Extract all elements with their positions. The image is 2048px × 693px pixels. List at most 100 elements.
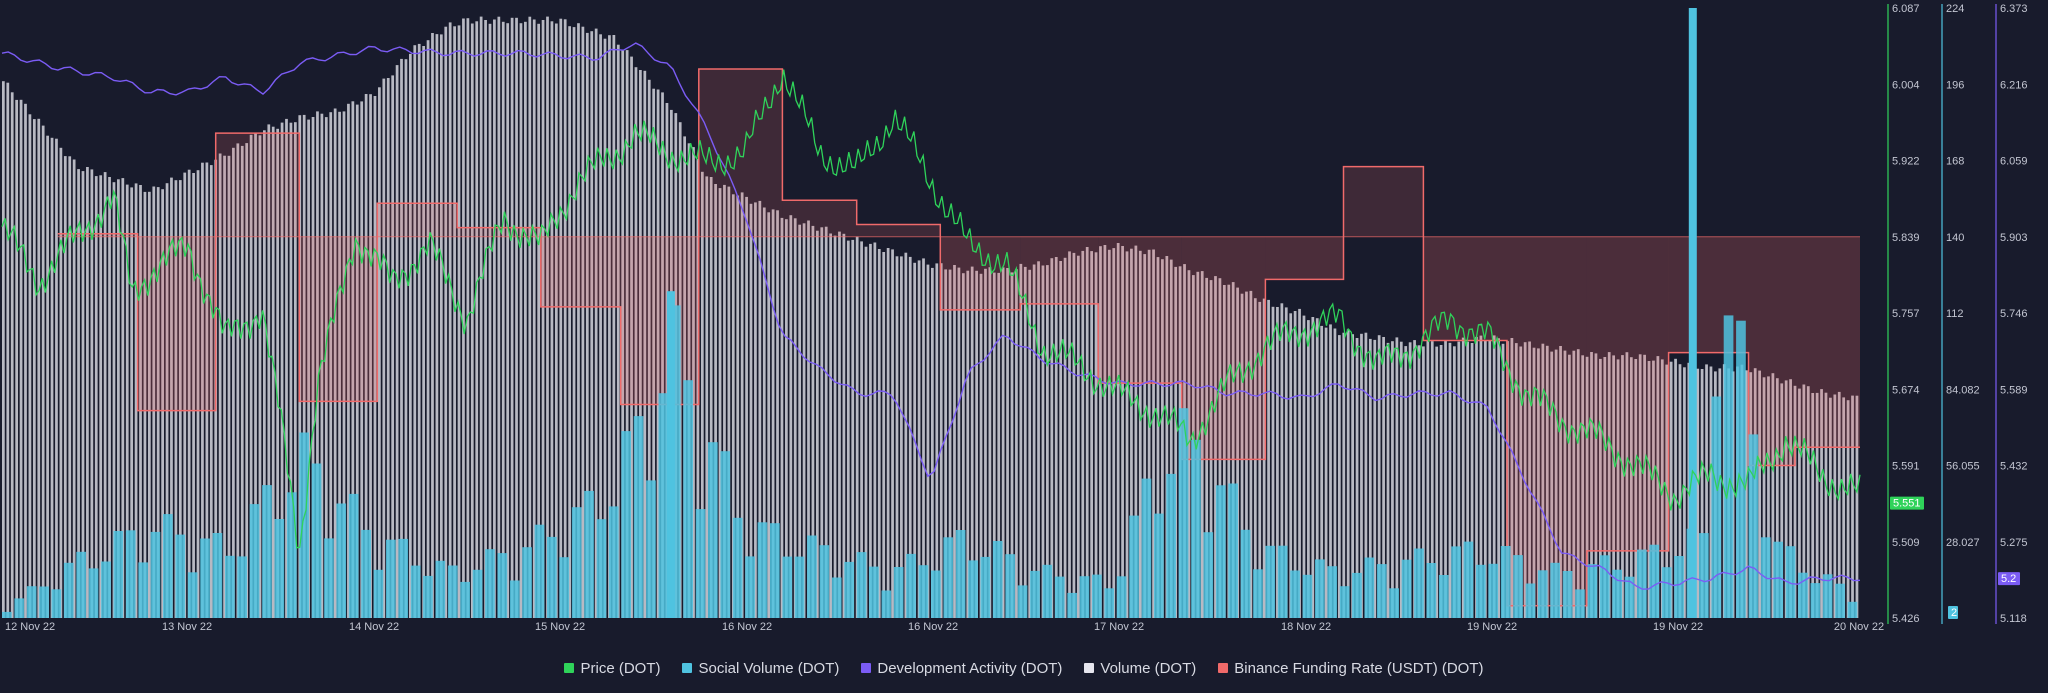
social-volume-bar — [720, 451, 731, 618]
legend-item[interactable]: Price (DOT) — [564, 660, 660, 677]
volume-bar — [1483, 340, 1487, 618]
social-volume-bar — [1166, 473, 1176, 618]
volume-bar — [413, 45, 417, 618]
volume-bar — [1638, 354, 1642, 618]
volume-bar — [1346, 329, 1350, 618]
volume-bar — [683, 136, 687, 618]
legend-swatch — [1084, 663, 1095, 673]
social-volume-bar — [1104, 588, 1115, 618]
social-volume-bar — [1352, 572, 1362, 618]
social-volume-bar — [460, 581, 470, 618]
volume-bar — [378, 87, 381, 619]
funding-rate-fill — [1343, 166, 1424, 237]
volume-bar — [882, 252, 886, 618]
volume-bar — [1054, 257, 1058, 618]
x-axis-tick: 20 Nov 22 — [1834, 621, 1884, 633]
volume-bar — [1572, 350, 1576, 618]
volume-bar — [1612, 355, 1616, 618]
volume-bar — [1112, 248, 1116, 618]
social-volume-axis-tick: 112 — [1946, 308, 1964, 320]
social-volume-bar — [225, 555, 235, 618]
legend-item[interactable]: Binance Funding Rate (USDT) (DOT) — [1218, 660, 1484, 677]
volume-bar — [1842, 397, 1846, 618]
volume-bar — [1599, 358, 1602, 618]
volume-bar — [1289, 313, 1293, 618]
volume-bar — [1050, 258, 1054, 618]
volume-bar — [1660, 359, 1664, 618]
social-volume-axis-tick: 224 — [1946, 3, 1964, 15]
price-axis-tick: 6.087 — [1892, 3, 1920, 15]
legend-item[interactable]: Volume (DOT) — [1084, 660, 1196, 677]
volume-bar — [1413, 340, 1416, 618]
social-volume-bar — [1649, 544, 1660, 618]
volume-bar — [143, 191, 147, 618]
legend-item[interactable]: Social Volume (DOT) — [682, 660, 839, 677]
volume-bar — [59, 147, 63, 619]
social-volume-bar — [1253, 569, 1263, 618]
x-axis-tick: 12 Nov 22 — [5, 621, 55, 633]
social-volume-bar — [101, 561, 111, 618]
volume-bar — [1479, 335, 1483, 618]
volume-bar — [1302, 315, 1306, 618]
volume-bar — [1399, 341, 1403, 618]
funding-rate-fill — [1020, 236, 1099, 304]
volume-bar — [1492, 335, 1496, 618]
social-volume-bar — [1736, 320, 1746, 618]
volume-bar — [1267, 299, 1270, 618]
volume-bar — [855, 236, 859, 618]
volume-bar — [444, 26, 448, 618]
social-volume-axis-tick: 196 — [1946, 79, 1964, 91]
funding-rate-fill — [1181, 236, 1266, 460]
volume-bar — [1696, 368, 1700, 618]
volume-bar — [1253, 298, 1257, 618]
x-axis-tick: 19 Nov 22 — [1653, 621, 1703, 633]
volume-bar — [431, 33, 434, 618]
legend-item[interactable]: Development Activity (DOT) — [861, 660, 1062, 677]
development-activity-axis-tick: 6.059 — [2000, 156, 2028, 168]
volume-bar — [1523, 342, 1527, 618]
social-volume-bar — [509, 580, 520, 618]
volume-bar — [1355, 338, 1359, 618]
volume-bar — [134, 183, 138, 618]
volume-bar — [307, 119, 310, 618]
volume-bar — [41, 125, 45, 618]
social-volume-bar — [212, 533, 223, 618]
volume-bar — [170, 177, 173, 618]
volume-bar — [643, 70, 647, 619]
volume-bar — [1001, 267, 1005, 618]
social-volume-bar — [39, 586, 49, 618]
social-volume-bar — [584, 490, 594, 618]
social-volume-bar — [26, 586, 37, 618]
price-axis-tick: 5.757 — [1892, 308, 1920, 320]
social-volume-bar — [1079, 576, 1090, 618]
funding-rate-fill — [215, 133, 300, 237]
social-volume-axis-tick: 140 — [1946, 232, 1964, 244]
social-volume-bar — [1785, 546, 1796, 618]
volume-bar — [1174, 266, 1178, 618]
volume-bar — [1386, 342, 1390, 618]
volume-bar — [1824, 392, 1828, 618]
social-volume-bar — [373, 569, 384, 618]
volume-bar — [1767, 376, 1770, 618]
volume-bar — [1829, 397, 1832, 618]
social-volume-bar — [1674, 556, 1684, 618]
volume-bar — [289, 122, 293, 618]
social-volume-bar — [1575, 589, 1585, 618]
social-volume-axis-tick: 56.055 — [1946, 461, 1980, 473]
volume-bar — [373, 96, 377, 618]
volume-bar — [1514, 343, 1518, 618]
social-volume-bar — [1116, 576, 1127, 618]
social-volume-bar — [1637, 549, 1647, 618]
volume-bar — [585, 32, 589, 618]
volume-bar — [1837, 391, 1841, 618]
volume-bar — [355, 104, 359, 619]
volume-bar — [501, 21, 505, 619]
volume-bar — [1121, 246, 1124, 618]
volume-bar — [886, 248, 890, 618]
volume-bar — [19, 99, 23, 619]
volume-bar — [1081, 250, 1085, 618]
volume-bar — [846, 240, 850, 618]
volume-bar — [1218, 278, 1222, 618]
volume-bar — [895, 256, 899, 618]
